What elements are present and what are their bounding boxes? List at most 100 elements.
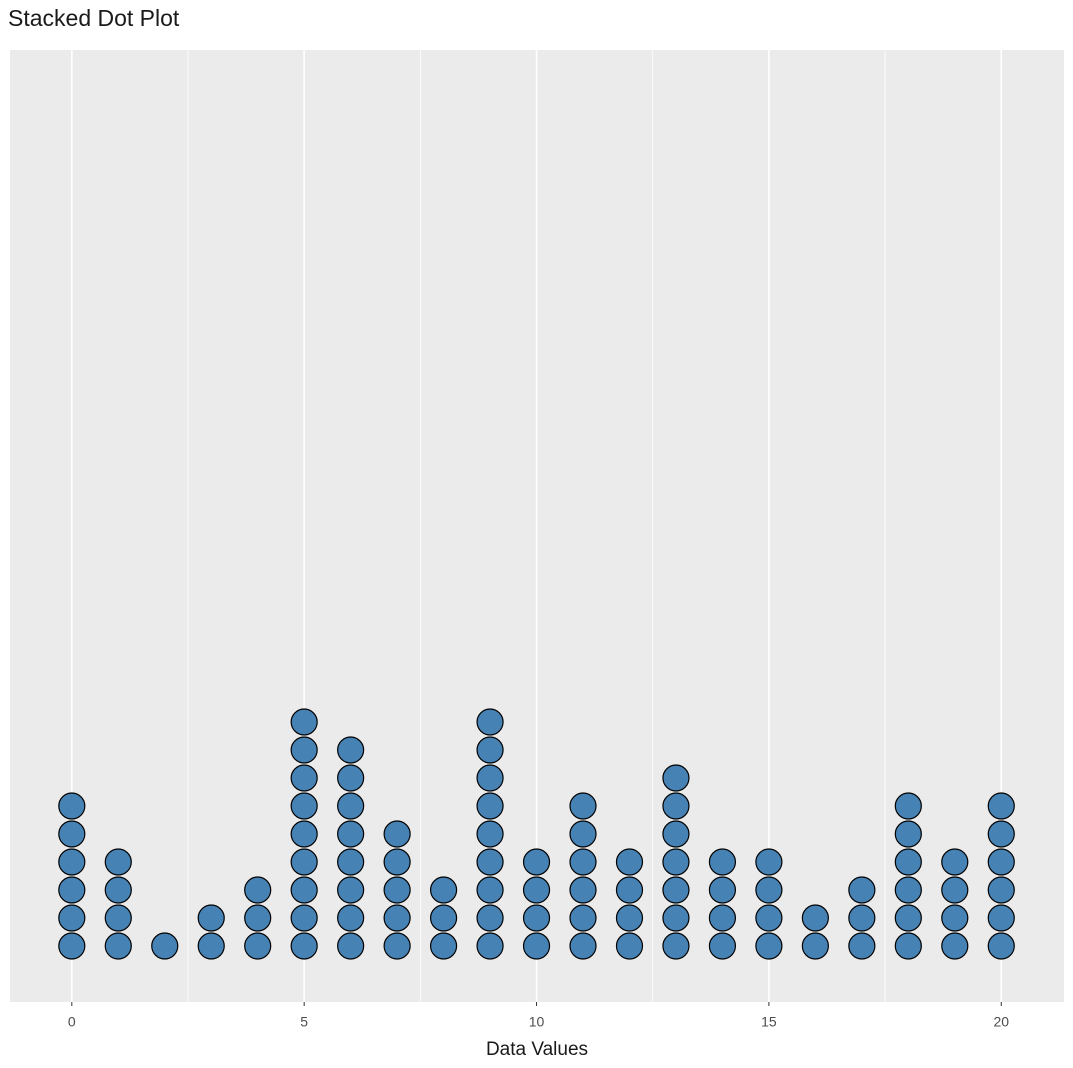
dot: [662, 820, 690, 848]
dot: [894, 932, 922, 960]
dot: [58, 820, 86, 848]
dot: [244, 904, 272, 932]
dot: [894, 792, 922, 820]
dot: [58, 904, 86, 932]
dot: [476, 848, 504, 876]
dot: [755, 932, 783, 960]
dot: [429, 904, 458, 932]
dot: [522, 848, 551, 876]
dot: [848, 932, 876, 960]
dot: [848, 876, 876, 904]
dot: [476, 736, 504, 764]
dot: [104, 932, 132, 960]
dot: [941, 876, 969, 904]
dot: [383, 848, 411, 876]
dot: [941, 904, 969, 932]
dot: [244, 932, 272, 960]
dot: [755, 904, 783, 932]
dot: [662, 848, 690, 876]
dot: [987, 932, 1015, 960]
dot: [615, 932, 644, 960]
dot: [383, 904, 411, 932]
dot: [708, 932, 737, 960]
dot: [58, 876, 86, 904]
dot: [476, 876, 504, 904]
dot: [337, 792, 365, 820]
dot: [894, 820, 922, 848]
dot: [290, 708, 318, 736]
dot: [476, 708, 504, 736]
dot: [383, 820, 411, 848]
dot: [522, 904, 551, 932]
x-tick-label: 20: [993, 1014, 1009, 1030]
dot: [476, 904, 504, 932]
dot: [337, 876, 365, 904]
dot: [58, 848, 86, 876]
dot: [662, 876, 690, 904]
dot: [615, 848, 644, 876]
x-tick-label: 5: [300, 1014, 308, 1030]
dot: [848, 904, 876, 932]
dot: [801, 932, 829, 960]
x-tick-label: 15: [761, 1014, 777, 1030]
dot: [801, 904, 829, 932]
dot: [429, 876, 458, 904]
dot: [290, 876, 318, 904]
dot: [197, 904, 225, 932]
dot: [569, 820, 597, 848]
dot: [476, 764, 504, 792]
dot: [708, 904, 737, 932]
dot: [337, 764, 365, 792]
dot: [104, 876, 132, 904]
dot: [337, 820, 365, 848]
dot: [290, 904, 318, 932]
dot: [429, 932, 458, 960]
dot: [476, 932, 504, 960]
dot: [197, 932, 225, 960]
dot: [569, 792, 597, 820]
dot: [941, 932, 969, 960]
dot: [58, 792, 86, 820]
dot: [290, 848, 318, 876]
dot: [337, 848, 365, 876]
dot: [337, 904, 365, 932]
dot: [894, 848, 922, 876]
dot: [337, 736, 365, 764]
dot: [755, 876, 783, 904]
dot: [337, 932, 365, 960]
dot: [290, 792, 318, 820]
dot: [894, 904, 922, 932]
dot: [290, 736, 318, 764]
dot: [151, 932, 179, 960]
chart-title: Stacked Dot Plot: [8, 5, 180, 31]
dot: [290, 764, 318, 792]
dot: [383, 932, 411, 960]
dot: [755, 848, 783, 876]
dot: [290, 820, 318, 848]
dot: [662, 764, 690, 792]
x-axis-label: Data Values: [486, 1039, 588, 1060]
dot: [708, 848, 737, 876]
dot: [569, 848, 597, 876]
dot: [987, 876, 1015, 904]
dot: [104, 848, 132, 876]
dot: [987, 792, 1015, 820]
dot: [476, 820, 504, 848]
dot: [615, 904, 644, 932]
dot: [987, 820, 1015, 848]
x-tick-label: 0: [68, 1014, 76, 1030]
dot: [987, 848, 1015, 876]
dot: [244, 876, 272, 904]
dot: [615, 876, 644, 904]
dot: [662, 904, 690, 932]
dot: [569, 876, 597, 904]
dot: [290, 932, 318, 960]
dot: [894, 876, 922, 904]
dot: [662, 932, 690, 960]
dot: [383, 876, 411, 904]
dot: [708, 876, 737, 904]
dot: [522, 932, 551, 960]
dot: [662, 792, 690, 820]
dot: [104, 904, 132, 932]
